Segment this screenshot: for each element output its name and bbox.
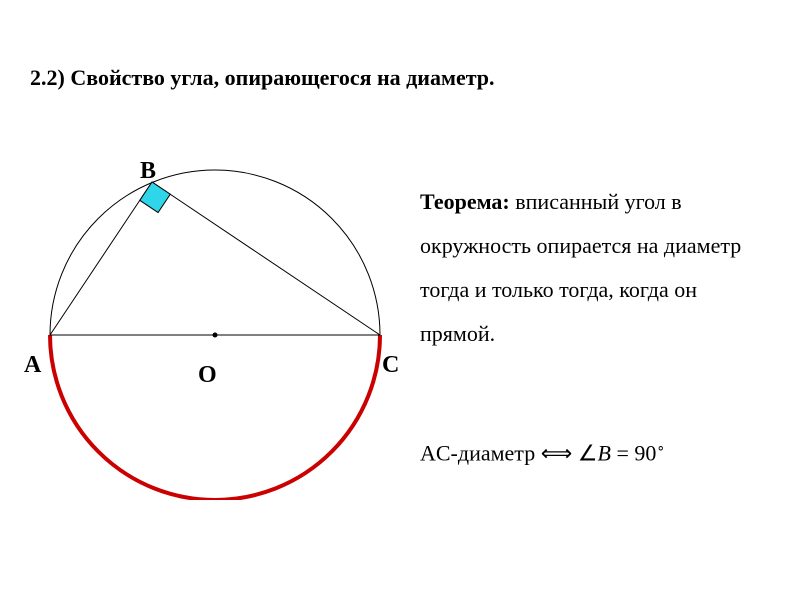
- theorem-label: Теорема:: [420, 189, 510, 214]
- inscribed-angle-diagram: [30, 100, 400, 500]
- formula-degree: ∘: [656, 441, 665, 456]
- point-label-c: C: [382, 352, 399, 379]
- formula-iff: ⟺: [535, 440, 578, 465]
- point-label-o: O: [198, 362, 217, 389]
- theorem-text-block: Теорема: вписанный угол в окружность опи…: [420, 180, 770, 356]
- title-text: Свойство угла, опирающегося на диаметр.: [70, 65, 494, 90]
- point-label-a: A: [24, 352, 41, 379]
- angle-vertex: B: [597, 440, 610, 465]
- angle-symbol: ∠: [578, 440, 598, 465]
- formula-lhs: AC-диаметр: [420, 440, 535, 465]
- section-title: 2.2) Свойство угла, опирающегося на диам…: [30, 65, 495, 91]
- diagram-container: A B C O: [30, 100, 400, 500]
- section-number: 2.2): [30, 65, 65, 90]
- formula-eq: = 90: [611, 440, 656, 465]
- page: 2.2) Свойство угла, опирающегося на диам…: [0, 0, 800, 600]
- point-label-b: B: [140, 158, 156, 185]
- formula: AC-диаметр ⟺ ∠B = 90∘: [420, 440, 665, 466]
